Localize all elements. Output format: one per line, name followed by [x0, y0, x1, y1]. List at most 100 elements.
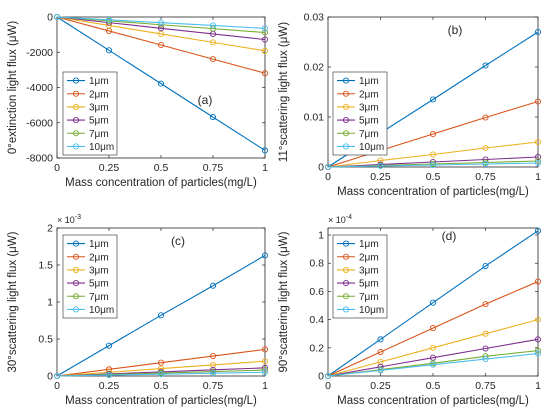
y-tick-label: 0.4 [309, 314, 324, 326]
legend-label: 1μm [89, 76, 109, 87]
legend-label: 2μm [89, 252, 109, 263]
x-axis-label: Mass concentration of particles(mg/L) [65, 177, 257, 189]
data-point [534, 138, 542, 146]
legend-swatch-marker [72, 117, 80, 124]
panel-tag: (c) [171, 234, 185, 248]
data-point [377, 367, 384, 374]
y-tick-label: 0 [47, 12, 53, 24]
legend-label: 2μm [89, 89, 109, 100]
legend-label: 10μm [359, 142, 384, 153]
x-tick-label: 0.5 [426, 171, 441, 183]
data-point [482, 263, 489, 270]
legend-swatch-marker [342, 266, 350, 273]
legend-swatch-marker [72, 143, 80, 150]
data-point [534, 157, 542, 165]
legend-swatch-marker [342, 306, 350, 313]
x-tick-label: 0.5 [426, 380, 441, 392]
legend-label: 7μm [89, 129, 109, 140]
x-axis-label: Mass concentration of particles(mg/L) [65, 395, 257, 407]
chart-panel-d: 0 0.25 0.5 0.75 1 0 0.2 0.4 0.6 0.8 1 × 10-4 Mass co… [278, 214, 541, 407]
legend-swatch-marker [72, 306, 80, 313]
legend-label: 3μm [89, 102, 109, 113]
data-point [429, 344, 437, 351]
data-point [261, 36, 269, 43]
data-point [324, 372, 332, 380]
y-tick-label: 0 [47, 371, 53, 383]
legend-label: 3μm [359, 102, 379, 113]
data-point [157, 80, 165, 87]
data-point [534, 227, 542, 234]
y-tick-label: 0.5 [38, 334, 53, 346]
chart-panel-c: 0 0.25 0.5 0.75 1 0 0.5 1 1.5 2 × 10-3 Mass concent… [7, 214, 268, 407]
series-10μm [324, 350, 542, 380]
series-line [56, 348, 266, 377]
data-point [261, 369, 269, 376]
data-point [157, 41, 165, 49]
x-tick-label: 1 [262, 162, 268, 174]
series-line [56, 16, 266, 74]
y-tick-label: 0 [318, 162, 324, 174]
panel-tag: (b) [448, 23, 463, 37]
x-tick-label: 1 [535, 380, 541, 392]
legend-swatch-marker [342, 77, 350, 84]
data-point [534, 347, 542, 354]
y-tick-label: -2000 [26, 47, 53, 59]
data-point [377, 162, 384, 170]
y-tick-label: 0.2 [309, 342, 324, 354]
y-tick-label: 1.5 [38, 260, 53, 272]
series-line [327, 319, 539, 377]
data-point [482, 144, 489, 152]
data-point [429, 325, 437, 332]
y-axis-label: 30°scattering light flux (μW) [7, 231, 19, 372]
legend-swatch-marker [72, 240, 80, 247]
data-point [157, 359, 165, 366]
x-tick-label: 0.5 [154, 162, 169, 174]
x-tick-label: 0 [325, 380, 331, 392]
x-tick-label: 1 [262, 380, 268, 392]
legend-swatch-marker [72, 103, 80, 110]
data-point [261, 252, 269, 259]
legend-label: 1μm [89, 239, 109, 250]
data-point [482, 345, 489, 352]
y-tick-label: 0.01 [304, 112, 325, 124]
x-tick-label: 0.25 [99, 380, 120, 392]
legend-swatch-marker [72, 293, 80, 300]
x-tick-label: 0.25 [370, 171, 391, 183]
data-point [105, 342, 113, 349]
data-point [482, 356, 489, 363]
series-line [327, 338, 539, 377]
series-2μm [53, 346, 269, 380]
y-tick-label: -6000 [26, 117, 53, 129]
data-point [534, 28, 542, 36]
legend: 1μm 2μm 3μm 5μm 7μm 10μm [332, 234, 388, 319]
legend-label: 2μm [359, 252, 379, 263]
y-axis-label: 90°scattering light flux (μW) [278, 231, 290, 372]
x-tick-label: 0.25 [370, 380, 391, 392]
data-point [429, 299, 437, 306]
legend-swatch-marker [342, 280, 350, 287]
data-point [261, 147, 269, 154]
data-point [324, 163, 332, 171]
y-tick-label: 2 [47, 223, 53, 235]
legend-label: 10μm [89, 142, 114, 153]
data-point [157, 371, 165, 378]
series-10μm [53, 369, 269, 380]
series-line [327, 141, 539, 168]
data-point [209, 39, 217, 46]
y-axis-multiplier: × 10-3 [57, 214, 81, 225]
data-point [534, 316, 542, 323]
data-point [105, 16, 113, 23]
series-line [56, 254, 266, 377]
data-point [209, 22, 217, 29]
legend-label: 1μm [359, 76, 379, 87]
x-tick-label: 0.75 [203, 162, 224, 174]
data-point [429, 130, 437, 138]
legend-label: 7μm [89, 292, 109, 303]
series-line [56, 16, 266, 30]
legend-swatch-marker [342, 240, 350, 247]
x-tick-label: 1 [535, 171, 541, 183]
y-tick-label: -4000 [26, 82, 53, 94]
legend: 1μm 2μm 3μm 5μm 7μm 10μm [62, 71, 118, 156]
data-point [482, 160, 489, 168]
data-point [261, 47, 269, 54]
